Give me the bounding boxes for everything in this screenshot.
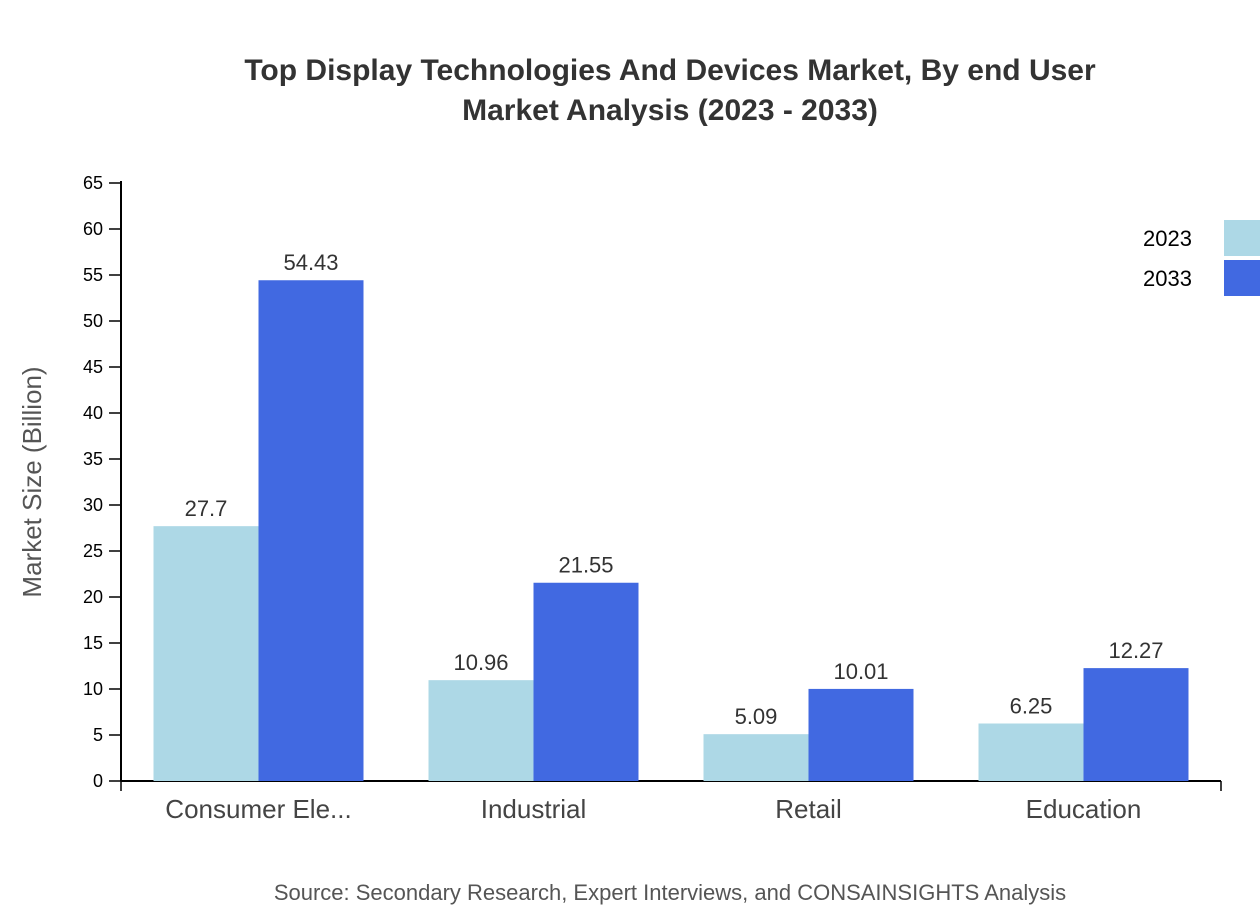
y-tick-label: 50: [83, 311, 103, 331]
data-label: 21.55: [558, 553, 613, 578]
x-tick-label: Consumer Ele...: [165, 794, 351, 824]
x-tick-label: Education: [1026, 794, 1142, 824]
legend-swatch: [1224, 260, 1260, 296]
bar-2023: [428, 680, 534, 781]
legend-swatch: [1224, 220, 1260, 256]
bar-2033: [808, 688, 914, 781]
legend-label: 2023: [1143, 226, 1192, 251]
data-label: 54.43: [283, 250, 338, 275]
legend-label: 2033: [1143, 266, 1192, 291]
y-tick-label: 65: [83, 173, 103, 193]
y-axis-label: Market Size (Billion): [17, 366, 47, 597]
data-label: 6.25: [1010, 694, 1053, 719]
data-label: 12.27: [1108, 638, 1163, 663]
bar-2023: [153, 526, 259, 781]
y-tick-label: 25: [83, 541, 103, 561]
y-tick-label: 35: [83, 449, 103, 469]
data-label: 10.96: [453, 650, 508, 675]
bar-2033: [533, 582, 639, 781]
data-label: 27.7: [185, 496, 228, 521]
y-tick-label: 30: [83, 495, 103, 515]
y-tick-label: 10: [83, 679, 103, 699]
bar-2033: [1083, 668, 1189, 781]
data-label: 5.09: [735, 704, 778, 729]
y-tick-label: 60: [83, 219, 103, 239]
y-tick-label: 0: [93, 771, 103, 791]
x-tick-label: Industrial: [481, 794, 587, 824]
bar-2023: [703, 734, 809, 781]
bar-2023: [978, 723, 1084, 781]
y-tick-label: 55: [83, 265, 103, 285]
source-note: Source: Secondary Research, Expert Inter…: [274, 880, 1066, 905]
y-tick-label: 40: [83, 403, 103, 423]
chart-title-line-2: Market Analysis (2023 - 2033): [462, 94, 878, 127]
x-tick-label: Retail: [775, 794, 841, 824]
y-tick-label: 15: [83, 633, 103, 653]
chart-title-line-1: Top Display Technologies And Devices Mar…: [244, 54, 1096, 87]
y-tick-label: 45: [83, 357, 103, 377]
y-tick-label: 20: [83, 587, 103, 607]
data-label: 10.01: [833, 659, 888, 684]
bar-2033: [258, 280, 364, 781]
y-tick-label: 5: [93, 725, 103, 745]
